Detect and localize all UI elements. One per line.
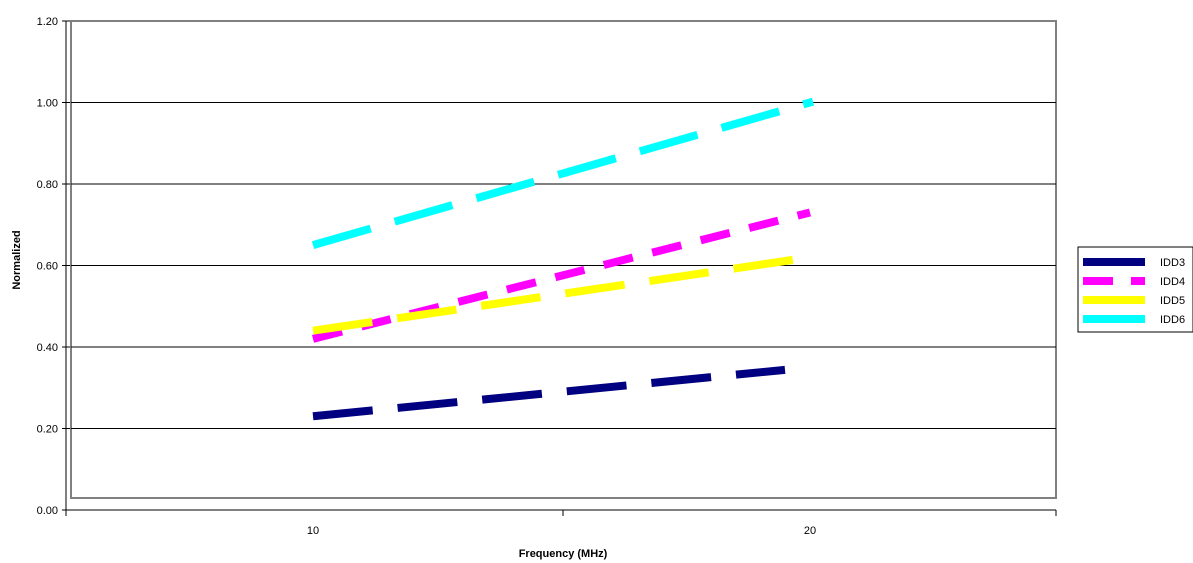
legend-label: IDD3 — [1160, 257, 1185, 269]
legend-label: IDD6 — [1160, 314, 1185, 326]
x-tick-label: 10 — [307, 525, 319, 537]
series-line-idd3 — [312, 365, 786, 421]
y-tick-label: 0.80 — [37, 179, 58, 191]
legend-label: IDD5 — [1160, 295, 1185, 307]
series-line-idd4 — [312, 208, 811, 343]
y-tick-label: 0.20 — [37, 424, 58, 436]
series-lines — [311, 97, 815, 421]
y-tick-label: 0.60 — [37, 261, 58, 273]
series-line-idd6 — [311, 97, 815, 249]
y-axis-title: Normalized — [11, 230, 23, 289]
y-tick-label: 1.00 — [37, 98, 58, 110]
gridlines — [71, 102, 1056, 429]
x-tick-label: 20 — [804, 525, 816, 537]
legend: IDD3 IDD4 IDD5 IDD6 — [1077, 246, 1193, 333]
y-tick-label: 1.20 — [37, 16, 58, 28]
x-axis: 10 20 — [65, 509, 1057, 537]
legend-label: IDD4 — [1160, 276, 1185, 288]
y-tick-label: 0.40 — [37, 342, 58, 354]
y-tick-label: 0.00 — [37, 505, 58, 517]
x-axis-title: Frequency (MHz) — [519, 548, 608, 560]
y-axis: 0.00 0.20 0.40 0.60 0.80 1.00 1.20 — [37, 16, 70, 517]
plot-area — [70, 20, 1057, 499]
